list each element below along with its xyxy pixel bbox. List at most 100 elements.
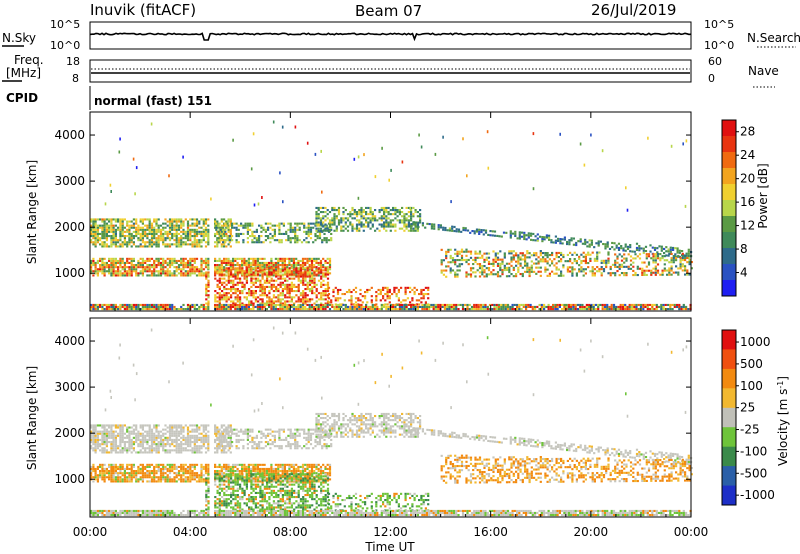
power-cell — [458, 263, 461, 266]
power-cell — [310, 305, 314, 308]
power-cell — [601, 308, 604, 311]
power-cell — [195, 239, 199, 242]
power-cell — [155, 224, 158, 227]
power-cell — [195, 218, 199, 221]
velocity-cell — [180, 443, 183, 446]
power-cell — [205, 298, 208, 301]
power-cell — [92, 224, 95, 227]
power-cell — [269, 222, 272, 225]
velocity-cell — [204, 451, 208, 454]
velocity-cell — [119, 436, 122, 439]
velocity-cell — [146, 443, 149, 446]
power-cell — [227, 257, 230, 260]
power-cell — [234, 277, 237, 280]
power-cell — [204, 245, 208, 248]
power-cell — [452, 305, 456, 308]
power-cell — [561, 308, 564, 311]
power-cell — [235, 232, 238, 235]
power-cell — [611, 246, 614, 249]
velocity-cell — [90, 434, 93, 437]
power-cell — [457, 308, 460, 311]
power-cell — [598, 251, 601, 254]
velocity-cell — [119, 424, 122, 427]
power-cell — [117, 305, 120, 308]
power-cell — [344, 303, 347, 306]
power-cell — [313, 273, 316, 276]
power-cell — [343, 299, 346, 302]
power-cell — [545, 236, 548, 239]
velocity-cell — [103, 449, 106, 452]
power-cell — [510, 264, 513, 267]
power-cell — [214, 294, 217, 297]
power-cell — [306, 271, 309, 274]
power-cell — [121, 235, 124, 238]
power-cell — [577, 240, 580, 243]
velocity-cell — [101, 449, 104, 452]
power-cell — [180, 230, 183, 233]
velocity-cell — [223, 449, 226, 452]
power-cell — [256, 308, 259, 311]
power-cell — [358, 305, 361, 308]
power-cell — [207, 283, 210, 286]
power-cell — [251, 230, 254, 233]
velocity-cell — [105, 449, 108, 452]
velocity-cell — [103, 436, 106, 439]
power-cell — [245, 273, 248, 276]
power-cell — [304, 277, 307, 280]
power-cell — [162, 303, 165, 306]
power-cell — [219, 226, 222, 229]
power-cell — [539, 250, 542, 253]
power-cell — [200, 230, 203, 233]
power-cell — [146, 237, 149, 240]
power-cell — [668, 271, 671, 274]
power-cell — [687, 250, 690, 253]
power-cell — [418, 293, 421, 296]
power-cell — [96, 241, 99, 244]
power-cell — [493, 305, 496, 308]
power-cell — [483, 269, 486, 272]
power-cell — [327, 293, 331, 296]
power-cell — [526, 264, 529, 267]
power-cell — [243, 264, 246, 267]
power-cell — [214, 274, 217, 277]
velocity-cell — [141, 436, 144, 439]
power-cell — [303, 230, 306, 233]
power-cell — [96, 226, 99, 229]
power-cell — [322, 305, 325, 308]
power-cell — [119, 264, 122, 267]
power-cell — [517, 266, 520, 269]
power-cell — [288, 271, 291, 274]
power-cell — [365, 219, 368, 222]
velocity-cell — [175, 445, 178, 448]
power-cell — [469, 267, 473, 270]
power-cell — [424, 226, 427, 229]
power-cell — [250, 266, 253, 269]
power-cell — [126, 220, 129, 223]
power-cell — [175, 228, 178, 231]
power-cell — [607, 253, 610, 256]
power-cell — [353, 227, 356, 230]
power-cell — [326, 271, 330, 274]
power-cell — [409, 286, 412, 289]
power-speckle — [353, 157, 356, 161]
power-cell — [566, 270, 569, 273]
power-cell — [114, 245, 117, 248]
power-cell — [141, 220, 144, 223]
power-cell — [634, 257, 637, 260]
power-cell — [505, 262, 509, 265]
power-cell — [383, 211, 386, 214]
power-cell — [412, 229, 415, 232]
power-cell — [281, 273, 284, 276]
power-cell — [584, 262, 587, 265]
power-cell — [94, 224, 97, 227]
power-cell — [279, 277, 282, 280]
velocity-cell — [108, 436, 111, 439]
power-cell — [324, 292, 327, 295]
power-cell — [463, 250, 466, 253]
power-cell — [245, 275, 248, 278]
power-cell — [90, 308, 93, 311]
power-cell — [180, 220, 183, 223]
power-cell — [202, 261, 205, 264]
power-cell — [245, 292, 248, 295]
velocity-cell — [171, 441, 174, 444]
